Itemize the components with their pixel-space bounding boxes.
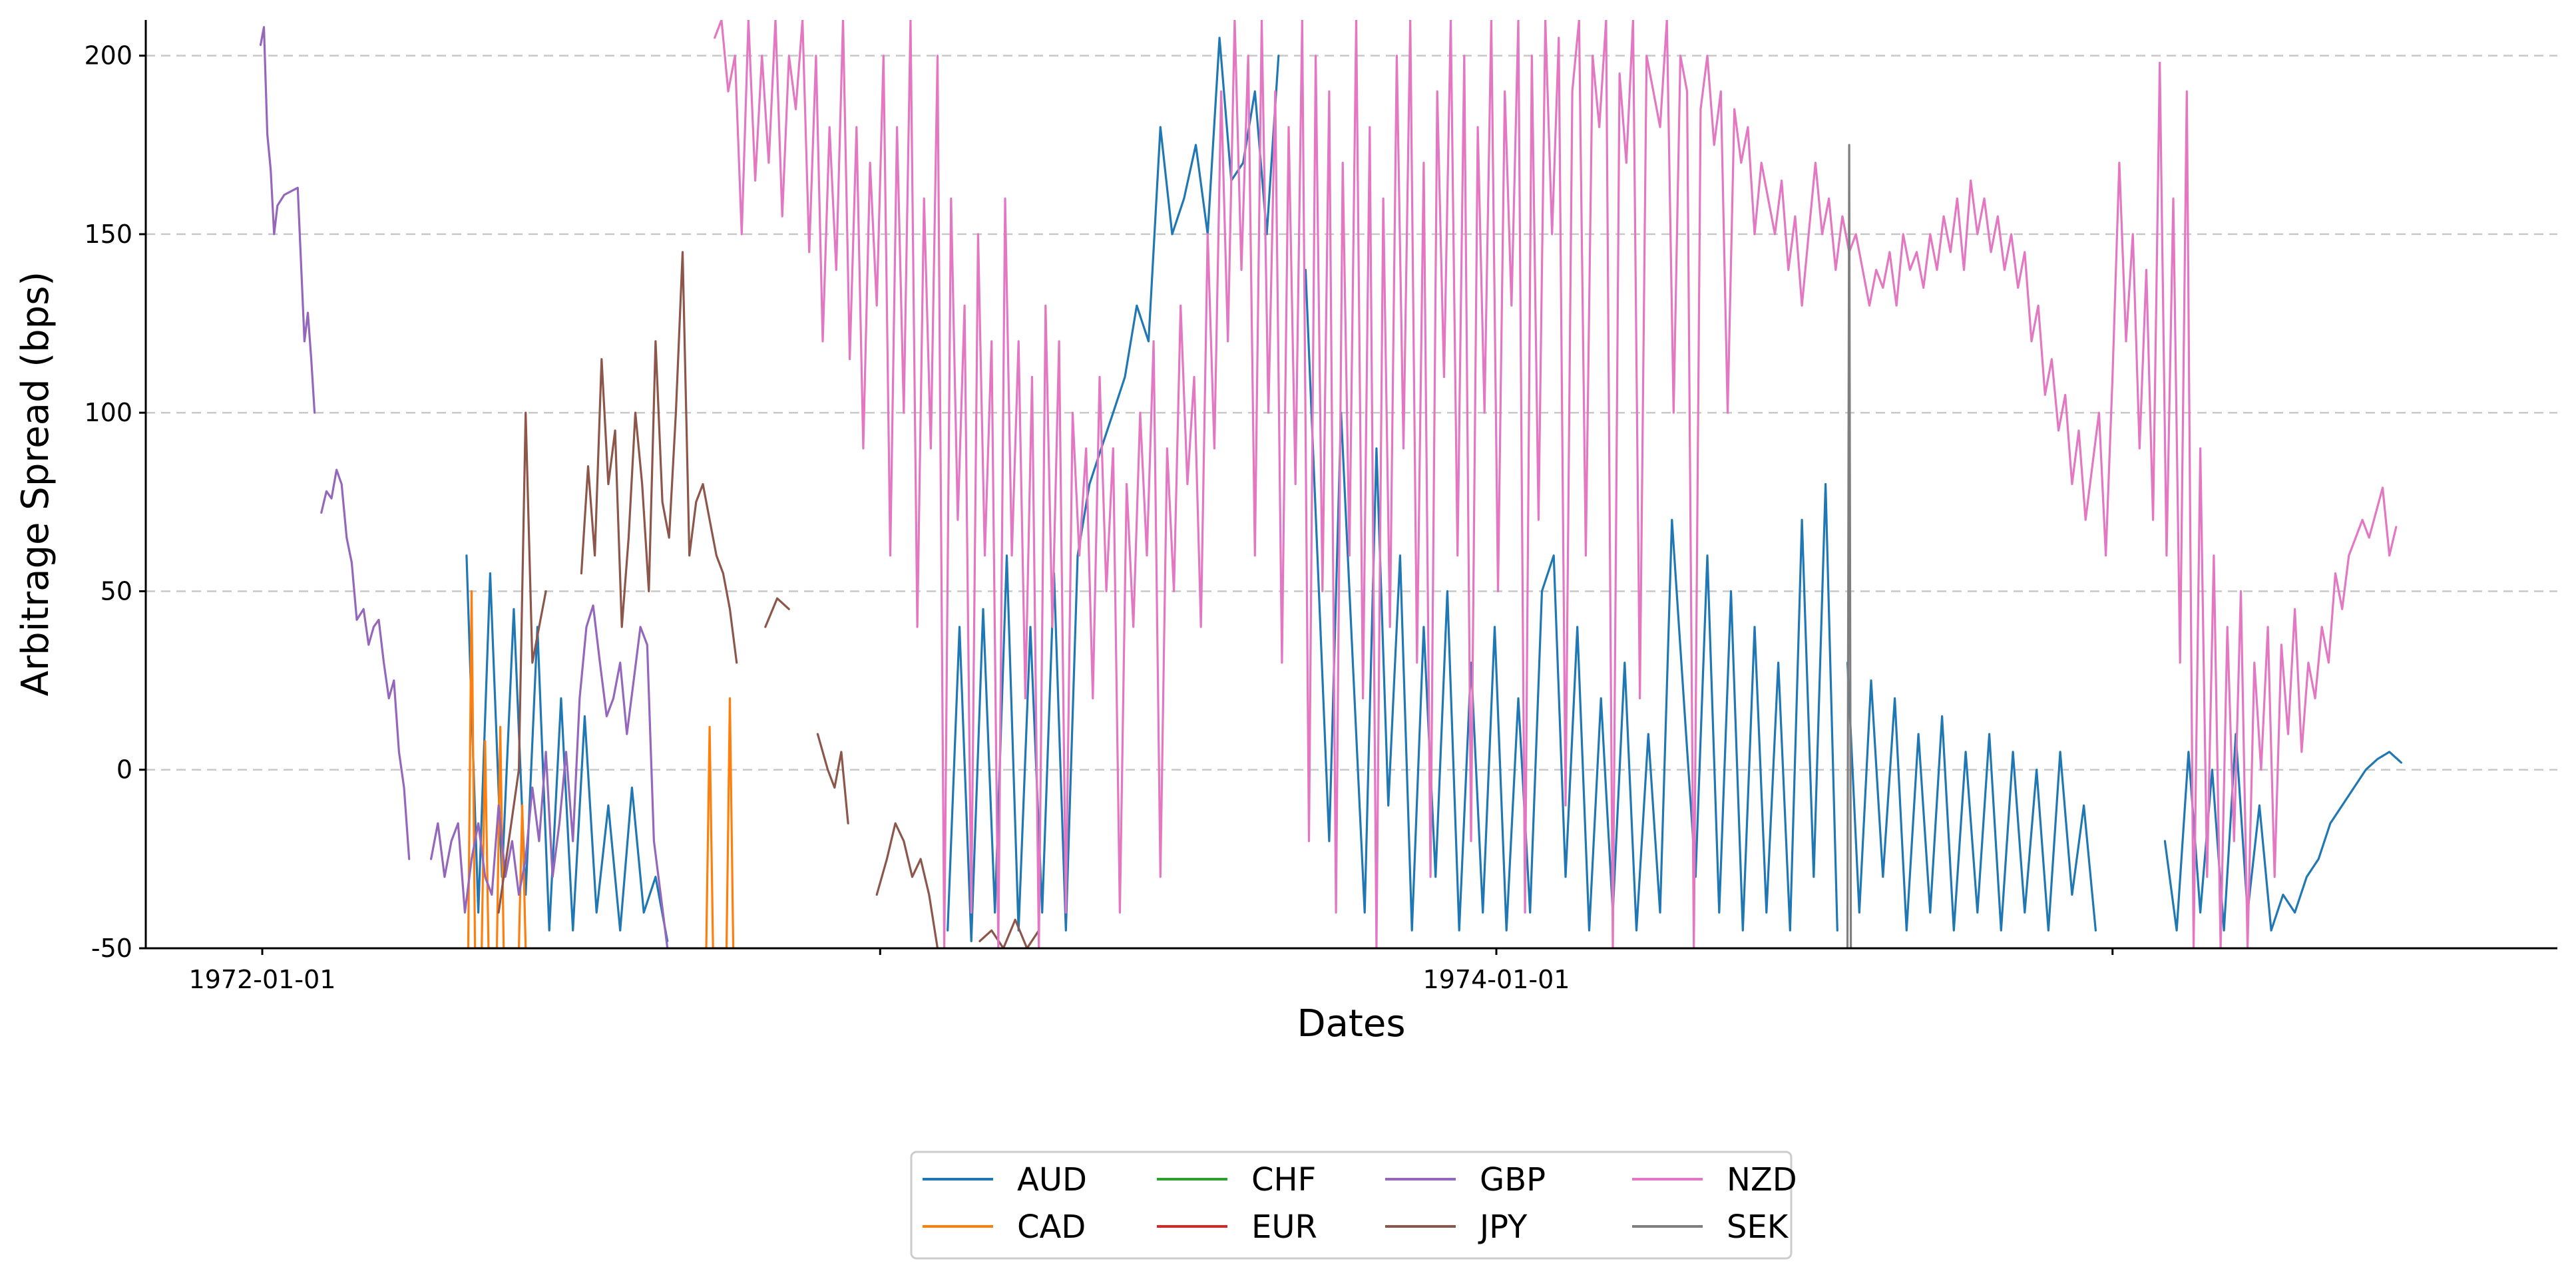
- series-sek: [1846, 144, 1852, 948]
- y-tick-label: -50: [91, 934, 132, 963]
- y-tick-label: 100: [84, 398, 132, 427]
- x-tick-label: 1972-01-01: [189, 965, 336, 994]
- legend-frame: [910, 1151, 1793, 1260]
- series-line-jpy: [875, 822, 939, 948]
- series-nzd: [714, 20, 2398, 948]
- series-line-gbp: [429, 604, 669, 948]
- legend-label: SEK: [1727, 1208, 1789, 1246]
- legend-label: CHF: [1251, 1161, 1316, 1198]
- legend-item-chf: CHF: [1157, 1161, 1316, 1198]
- x-tick-label: 1974-01-01: [1423, 965, 1570, 994]
- legend-label: EUR: [1251, 1208, 1317, 1246]
- series-line-jpy: [580, 251, 738, 664]
- series-line-jpy: [764, 597, 790, 628]
- series-lines: [259, 20, 2402, 948]
- series-line-jpy: [497, 411, 547, 914]
- legend: AUD CAD CHF EUR GBP JPY NZD SEK: [910, 1151, 1797, 1260]
- legend-item-jpy: JPY: [1385, 1208, 1528, 1246]
- legend-item-cad: CAD: [923, 1208, 1086, 1246]
- series-line-aud: [1304, 269, 1838, 932]
- series-line-cad: [467, 590, 527, 948]
- y-axis-title: Arbitrage Spread (bps): [14, 272, 57, 697]
- series-line-aud: [947, 37, 1280, 942]
- legend-item-aud: AUD: [923, 1161, 1087, 1198]
- series-line-jpy: [816, 733, 849, 824]
- y-tick-label: 200: [84, 41, 132, 71]
- y-tick-label: 0: [116, 755, 132, 785]
- legend-label: NZD: [1727, 1161, 1797, 1198]
- series-line-gbp: [320, 468, 411, 860]
- series-cad: [467, 590, 735, 948]
- series-line-aud: [2163, 733, 2402, 932]
- legend-label: GBP: [1480, 1161, 1546, 1198]
- series-gbp: [259, 26, 669, 948]
- legend-label: JPY: [1478, 1208, 1528, 1246]
- legend-item-gbp: GBP: [1385, 1161, 1546, 1198]
- series-line-nzd: [714, 20, 2398, 948]
- series-line-sek: [1846, 144, 1852, 948]
- y-tick-label: 50: [101, 576, 132, 606]
- legend-item-eur: EUR: [1157, 1208, 1317, 1246]
- legend-label: CAD: [1017, 1208, 1086, 1246]
- series-line-gbp: [259, 26, 316, 414]
- x-axis-ticks: 1972-01-01 1974-01-01: [189, 948, 2114, 994]
- y-axis-ticks: -50 0 50 100 150 200: [84, 41, 146, 963]
- series-line-aud: [1846, 661, 2097, 932]
- legend-label: AUD: [1017, 1161, 1087, 1198]
- y-tick-label: 150: [84, 220, 132, 249]
- series-line-jpy: [978, 918, 1040, 948]
- x-axis-title: Dates: [1297, 1002, 1405, 1045]
- series-line-cad: [705, 697, 735, 948]
- series-jpy: [497, 251, 1040, 948]
- legend-item-sek: SEK: [1632, 1208, 1789, 1246]
- legend-item-nzd: NZD: [1632, 1161, 1797, 1198]
